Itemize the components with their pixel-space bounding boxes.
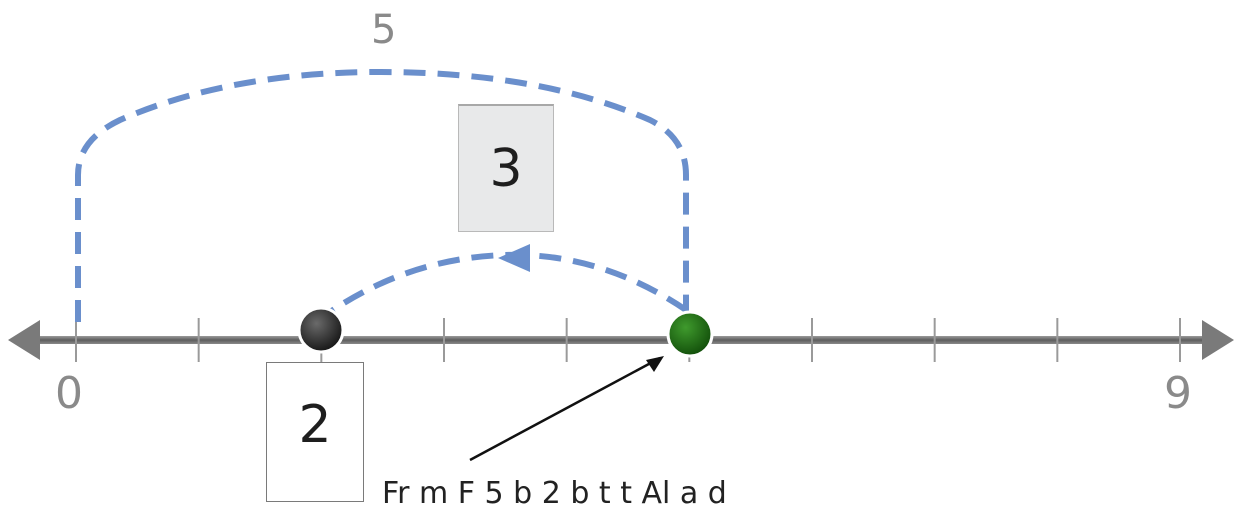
start-value-answer-box[interactable]: 2 xyxy=(266,362,364,502)
number-line-diagram xyxy=(8,68,1234,462)
caption-pointer-head xyxy=(646,356,664,372)
part-jump-arrow-head xyxy=(498,244,530,272)
start-point xyxy=(297,306,345,354)
caption-pointer-line xyxy=(469,356,661,462)
number-line-axis xyxy=(36,336,1206,344)
whole-jump-path xyxy=(75,68,689,322)
part-jump-path xyxy=(328,251,688,315)
whole-jump-label: 5 xyxy=(371,7,397,53)
axis-end-label: 9 xyxy=(1164,368,1192,419)
axis-start-label: 0 xyxy=(55,368,83,419)
part-jump-answer-box[interactable]: 3 xyxy=(458,104,554,232)
caption-text: Fr m F 5 b 2 b t t Al a d xyxy=(382,476,727,511)
left-arrow-head xyxy=(8,320,40,360)
right-arrow-head xyxy=(1202,320,1234,360)
end-point xyxy=(666,310,714,358)
